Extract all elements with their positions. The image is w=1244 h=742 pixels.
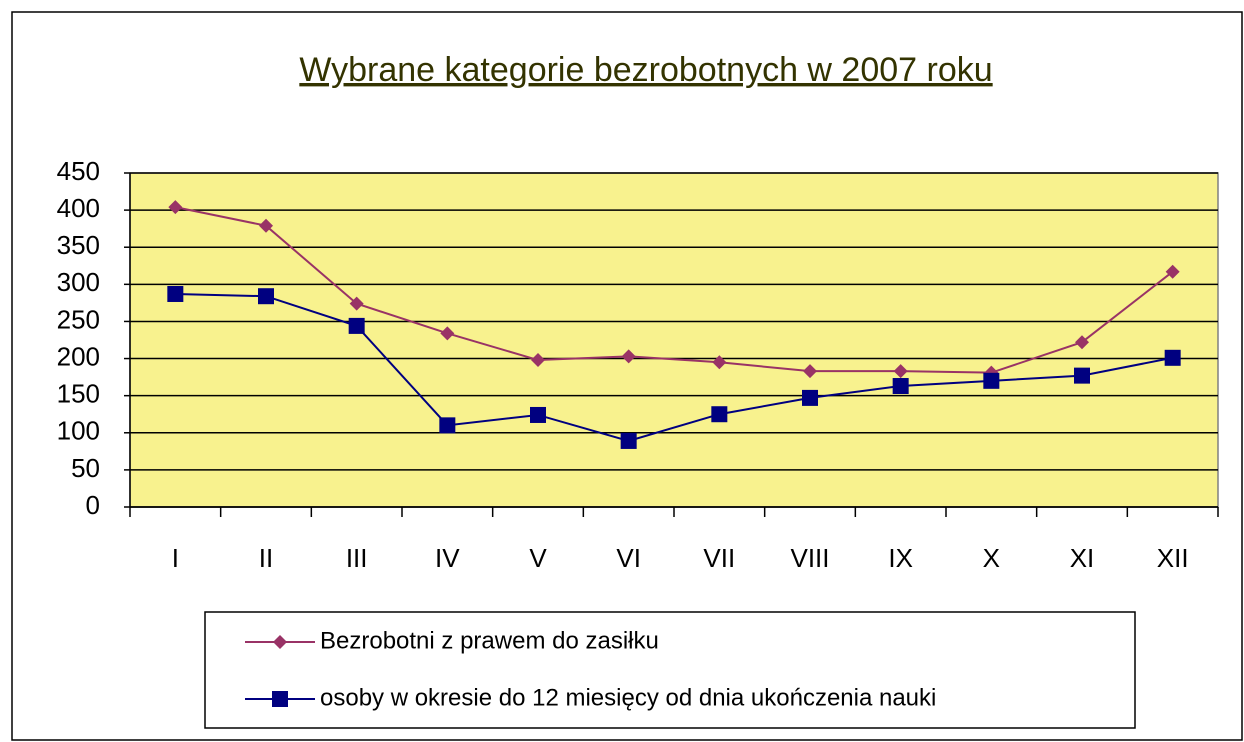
y-tick-label: 300 [57,267,100,297]
y-tick-label: 100 [57,416,100,446]
data-point [711,406,728,423]
plot-area [129,172,1219,508]
x-tick-label: XII [1157,543,1189,573]
y-tick-label: 250 [57,304,100,334]
data-point [349,296,364,311]
data-point [802,389,818,406]
x-tick-label: IV [435,543,460,573]
data-point [348,317,365,334]
data-point [1075,335,1089,350]
data-point [531,353,545,368]
data-point [167,285,184,302]
data-point [983,372,1000,389]
x-tick-label: I [172,543,179,573]
data-point [892,378,909,395]
chart-title: Wybrane kategorie bezrobotnych w 2007 ro… [299,51,992,89]
x-tick-label: IX [888,543,913,573]
y-tick-label: 0 [86,490,100,520]
data-point [168,200,183,215]
legend-marker [273,635,287,649]
y-tick-label: 50 [71,453,100,483]
data-point [803,364,817,379]
x-tick-label: XI [1070,543,1095,573]
x-tick-label: V [529,543,547,573]
y-tick-label: 450 [57,156,100,186]
data-point [621,349,636,364]
x-tick-label: II [259,543,273,573]
legend-marker [272,691,288,707]
data-point [439,417,456,434]
series-line [175,206,1174,374]
data-point [258,288,274,305]
y-tick-label: 200 [57,341,100,371]
data-point [893,364,908,379]
legend-label: osoby w okresie do 12 miesięcy od dnia u… [320,684,936,711]
y-tick-label: 150 [57,379,100,409]
x-tick-label: VIII [790,543,829,573]
x-tick-label: X [983,543,1000,573]
data-point [712,355,727,370]
y-tick-label: 350 [57,230,100,260]
x-tick-label: VII [703,543,735,573]
data-point [1165,264,1180,279]
data-point [259,218,273,233]
data-point [1164,349,1181,366]
x-tick-label: III [346,543,368,573]
data-point [530,406,546,423]
data-point [620,432,637,449]
y-tick-label: 400 [57,193,100,223]
data-point [440,326,455,341]
series-line [175,292,1173,442]
legend-label: Bezrobotni z prawem do zasiłku [320,627,659,654]
data-point [1074,367,1090,384]
x-tick-label: VI [616,543,641,573]
legend [204,611,1136,729]
